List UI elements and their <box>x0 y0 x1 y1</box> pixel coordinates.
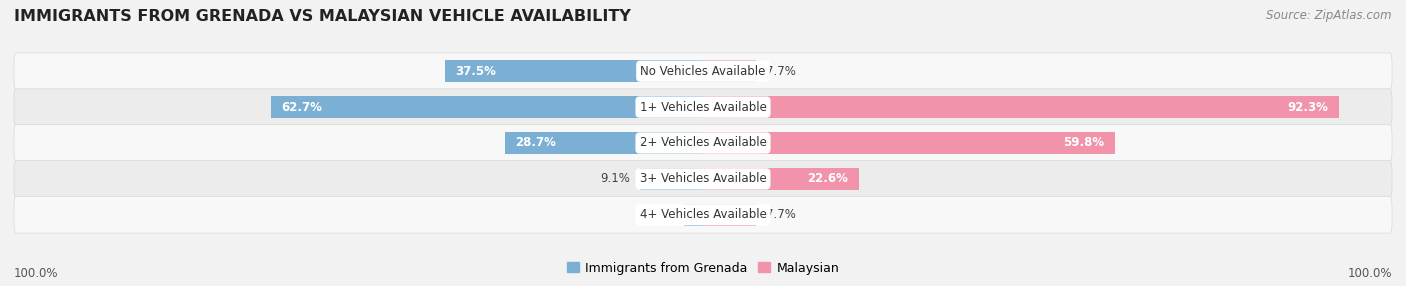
Text: 22.6%: 22.6% <box>807 172 848 185</box>
FancyBboxPatch shape <box>14 160 1392 197</box>
Legend: Immigrants from Grenada, Malaysian: Immigrants from Grenada, Malaysian <box>561 257 845 279</box>
Text: 7.7%: 7.7% <box>766 208 796 221</box>
Text: 37.5%: 37.5% <box>456 65 496 78</box>
Text: 2.7%: 2.7% <box>644 208 673 221</box>
Text: 7.7%: 7.7% <box>766 65 796 78</box>
Bar <box>703 204 756 226</box>
Text: 2+ Vehicles Available: 2+ Vehicles Available <box>640 136 766 150</box>
Text: 92.3%: 92.3% <box>1288 101 1329 114</box>
Bar <box>703 168 859 190</box>
Text: 62.7%: 62.7% <box>281 101 322 114</box>
Text: 100.0%: 100.0% <box>1347 267 1392 280</box>
Bar <box>640 168 703 190</box>
Bar <box>271 96 703 118</box>
Text: 9.1%: 9.1% <box>600 172 630 185</box>
Bar <box>703 60 756 82</box>
Text: 28.7%: 28.7% <box>516 136 557 150</box>
Text: IMMIGRANTS FROM GRENADA VS MALAYSIAN VEHICLE AVAILABILITY: IMMIGRANTS FROM GRENADA VS MALAYSIAN VEH… <box>14 9 631 23</box>
Text: 59.8%: 59.8% <box>1063 136 1105 150</box>
Bar <box>444 60 703 82</box>
Text: 4+ Vehicles Available: 4+ Vehicles Available <box>640 208 766 221</box>
FancyBboxPatch shape <box>14 89 1392 126</box>
Text: 1+ Vehicles Available: 1+ Vehicles Available <box>640 101 766 114</box>
Text: Source: ZipAtlas.com: Source: ZipAtlas.com <box>1267 9 1392 21</box>
Text: No Vehicles Available: No Vehicles Available <box>640 65 766 78</box>
FancyBboxPatch shape <box>14 196 1392 233</box>
Bar <box>685 204 703 226</box>
FancyBboxPatch shape <box>14 53 1392 90</box>
FancyBboxPatch shape <box>14 125 1392 161</box>
Text: 3+ Vehicles Available: 3+ Vehicles Available <box>640 172 766 185</box>
Text: 100.0%: 100.0% <box>14 267 59 280</box>
Bar <box>703 132 1115 154</box>
Bar <box>505 132 703 154</box>
Bar <box>703 96 1339 118</box>
